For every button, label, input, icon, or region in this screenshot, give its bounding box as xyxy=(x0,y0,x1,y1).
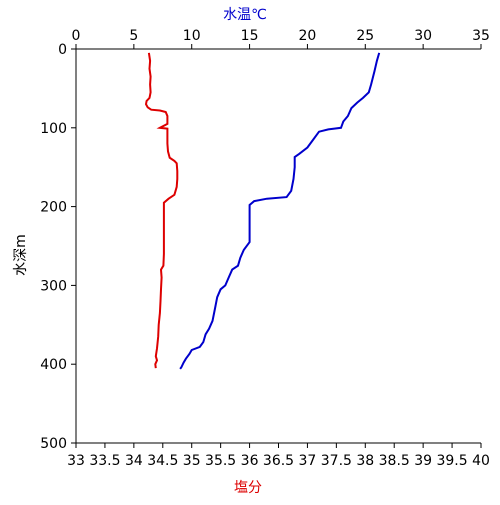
x-top-tick-label: 5 xyxy=(129,28,138,44)
axis-titles: 水温℃ 塩分 水深m xyxy=(13,7,267,496)
y-axis-title: 水深m xyxy=(13,234,29,276)
x-top-tick-label: 20 xyxy=(299,28,317,44)
y-tick-label: 100 xyxy=(40,121,67,137)
x-bottom-tick-label: 34.5 xyxy=(147,453,178,469)
x-bottom-axis-title: 塩分 xyxy=(234,480,262,496)
y-tick-label: 400 xyxy=(40,357,67,373)
y-tick-label: 500 xyxy=(40,436,67,452)
y-tick-label: 0 xyxy=(58,42,67,58)
x-bottom-tick-label: 40 xyxy=(472,453,490,469)
series-lines xyxy=(144,52,381,370)
x-bottom-tick-label: 35 xyxy=(183,453,201,469)
temperature-line xyxy=(179,52,381,370)
x-bottom-tick-label: 38 xyxy=(356,453,374,469)
y-tick-label: 300 xyxy=(40,278,67,294)
x-bottom-tick-label: 36.5 xyxy=(263,453,294,469)
x-bottom-tick-label: 37.5 xyxy=(321,453,352,469)
x-top-tick-label: 25 xyxy=(356,28,374,44)
x-bottom-tick-label: 33 xyxy=(67,453,85,469)
x-top-tick-label: 10 xyxy=(183,28,201,44)
x-bottom-tick-label: 33.5 xyxy=(89,453,120,469)
x-bottom-tick-label: 37 xyxy=(299,453,317,469)
x-bottom-tick-label: 36 xyxy=(241,453,259,469)
x-top-tick-label: 30 xyxy=(414,28,432,44)
x-top-tick-label: 0 xyxy=(72,28,81,44)
x-top-axis-title: 水温℃ xyxy=(223,7,267,23)
x-bottom-tick-label: 35.5 xyxy=(205,453,236,469)
y-tick-label: 200 xyxy=(40,200,67,216)
x-bottom-tick-label: 39 xyxy=(414,453,432,469)
x-bottom-tick-label: 34 xyxy=(125,453,143,469)
x-top-tick-label: 35 xyxy=(472,28,490,44)
x-bottom-tick-label: 39.5 xyxy=(436,453,467,469)
salinity-line xyxy=(144,52,179,369)
x-bottom-tick-label: 38.5 xyxy=(379,453,410,469)
x-top-tick-label: 15 xyxy=(241,28,259,44)
